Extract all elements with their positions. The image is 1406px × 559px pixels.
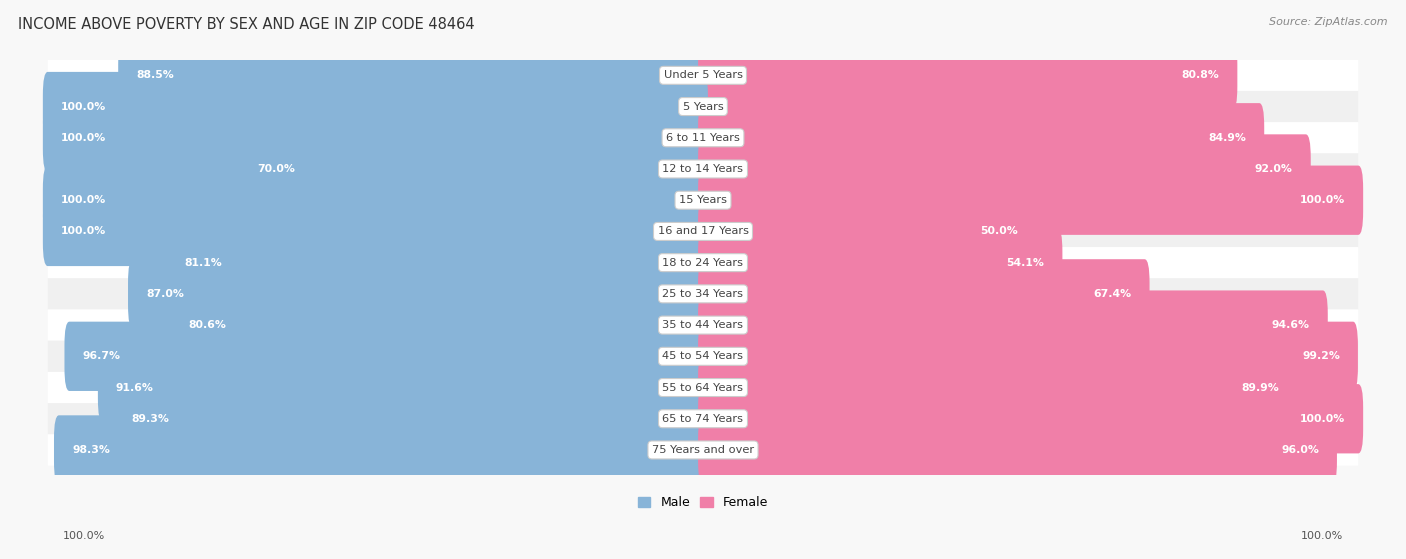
Legend: Male, Female: Male, Female — [633, 491, 773, 514]
Text: 81.1%: 81.1% — [184, 258, 222, 268]
Text: 99.2%: 99.2% — [1302, 351, 1340, 361]
Text: 96.7%: 96.7% — [83, 351, 121, 361]
Text: 67.4%: 67.4% — [1094, 289, 1132, 299]
FancyBboxPatch shape — [699, 353, 1296, 422]
FancyBboxPatch shape — [170, 291, 707, 360]
Text: 54.1%: 54.1% — [1007, 258, 1045, 268]
FancyBboxPatch shape — [699, 259, 1150, 329]
Text: 12 to 14 Years: 12 to 14 Years — [662, 164, 744, 174]
FancyBboxPatch shape — [699, 41, 1237, 110]
Text: 55 to 64 Years: 55 to 64 Years — [662, 382, 744, 392]
FancyBboxPatch shape — [699, 415, 1337, 485]
FancyBboxPatch shape — [699, 103, 1264, 172]
FancyBboxPatch shape — [48, 340, 1358, 372]
FancyBboxPatch shape — [42, 197, 707, 266]
Text: 100.0%: 100.0% — [60, 133, 105, 143]
FancyBboxPatch shape — [53, 415, 707, 485]
FancyBboxPatch shape — [699, 228, 1063, 297]
Text: 65 to 74 Years: 65 to 74 Years — [662, 414, 744, 424]
FancyBboxPatch shape — [65, 321, 707, 391]
FancyBboxPatch shape — [48, 122, 1358, 153]
FancyBboxPatch shape — [128, 259, 707, 329]
FancyBboxPatch shape — [48, 278, 1358, 310]
Text: 45 to 54 Years: 45 to 54 Years — [662, 351, 744, 361]
Text: 25 to 34 Years: 25 to 34 Years — [662, 289, 744, 299]
FancyBboxPatch shape — [239, 134, 707, 203]
FancyBboxPatch shape — [48, 372, 1358, 403]
Text: 92.0%: 92.0% — [1254, 164, 1292, 174]
Text: 50.0%: 50.0% — [980, 226, 1018, 236]
Text: 16 and 17 Years: 16 and 17 Years — [658, 226, 748, 236]
FancyBboxPatch shape — [48, 403, 1358, 434]
Text: 18 to 24 Years: 18 to 24 Years — [662, 258, 744, 268]
Text: 100.0%: 100.0% — [1301, 531, 1343, 541]
FancyBboxPatch shape — [699, 321, 1358, 391]
FancyBboxPatch shape — [98, 353, 707, 422]
FancyBboxPatch shape — [699, 197, 1036, 266]
FancyBboxPatch shape — [48, 91, 1358, 122]
Text: 6 to 11 Years: 6 to 11 Years — [666, 133, 740, 143]
Text: 98.3%: 98.3% — [72, 445, 110, 455]
Text: 100.0%: 100.0% — [1301, 414, 1346, 424]
Text: 84.9%: 84.9% — [1208, 133, 1246, 143]
Text: 96.0%: 96.0% — [1281, 445, 1319, 455]
FancyBboxPatch shape — [699, 165, 1364, 235]
Text: 89.9%: 89.9% — [1241, 382, 1279, 392]
FancyBboxPatch shape — [48, 434, 1358, 466]
Text: 5 Years: 5 Years — [683, 102, 723, 112]
FancyBboxPatch shape — [118, 41, 707, 110]
Text: 100.0%: 100.0% — [60, 102, 105, 112]
Text: 15 Years: 15 Years — [679, 195, 727, 205]
Text: 88.5%: 88.5% — [136, 70, 174, 80]
FancyBboxPatch shape — [42, 165, 707, 235]
FancyBboxPatch shape — [699, 291, 1327, 360]
Text: 100.0%: 100.0% — [63, 531, 105, 541]
FancyBboxPatch shape — [42, 72, 707, 141]
FancyBboxPatch shape — [48, 153, 1358, 184]
Text: Under 5 Years: Under 5 Years — [664, 70, 742, 80]
Text: 89.3%: 89.3% — [131, 414, 169, 424]
Text: INCOME ABOVE POVERTY BY SEX AND AGE IN ZIP CODE 48464: INCOME ABOVE POVERTY BY SEX AND AGE IN Z… — [18, 17, 475, 32]
Text: 91.6%: 91.6% — [115, 382, 153, 392]
FancyBboxPatch shape — [48, 184, 1358, 216]
FancyBboxPatch shape — [699, 134, 1310, 203]
Text: Source: ZipAtlas.com: Source: ZipAtlas.com — [1270, 17, 1388, 27]
FancyBboxPatch shape — [167, 228, 707, 297]
Text: 100.0%: 100.0% — [60, 195, 105, 205]
FancyBboxPatch shape — [48, 60, 1358, 91]
Text: 80.8%: 80.8% — [1181, 70, 1219, 80]
FancyBboxPatch shape — [112, 384, 707, 453]
FancyBboxPatch shape — [48, 216, 1358, 247]
Text: 75 Years and over: 75 Years and over — [652, 445, 754, 455]
Text: 87.0%: 87.0% — [146, 289, 184, 299]
FancyBboxPatch shape — [48, 310, 1358, 340]
FancyBboxPatch shape — [48, 247, 1358, 278]
FancyBboxPatch shape — [42, 103, 707, 172]
Text: 100.0%: 100.0% — [60, 226, 105, 236]
Text: 100.0%: 100.0% — [1301, 195, 1346, 205]
Text: 35 to 44 Years: 35 to 44 Years — [662, 320, 744, 330]
FancyBboxPatch shape — [699, 384, 1364, 453]
Text: 70.0%: 70.0% — [257, 164, 295, 174]
Text: 80.6%: 80.6% — [188, 320, 226, 330]
Text: 94.6%: 94.6% — [1272, 320, 1310, 330]
